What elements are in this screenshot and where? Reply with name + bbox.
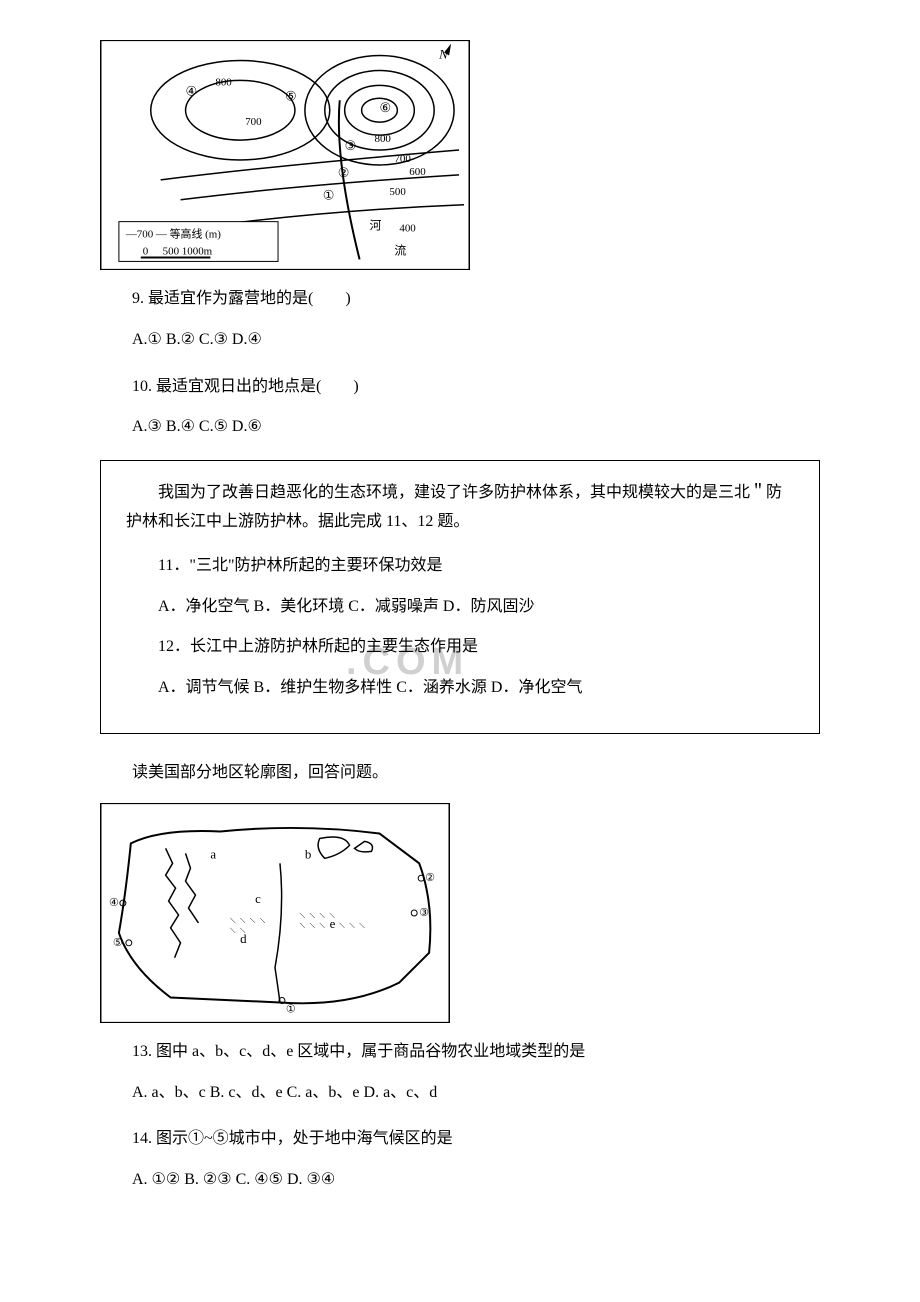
svg-text:③: ③ xyxy=(419,907,429,919)
svg-text:0: 0 xyxy=(143,245,149,257)
question-9: 9. 最适宜作为露营地的是( ) xyxy=(100,285,820,314)
question-9-choices: A.① B.② C.③ D.④ xyxy=(100,326,820,355)
usa-map-image: a b c d e ① ② ③ ④ ⑤ xyxy=(100,803,450,1023)
svg-text:④: ④ xyxy=(186,83,198,98)
svg-text:⑥: ⑥ xyxy=(379,100,391,115)
question-11-choices: A．净化空气 B．美化环境 C．减弱噪声 D．防风固沙 xyxy=(126,593,794,622)
svg-text:①: ① xyxy=(323,188,335,203)
svg-text:⑤: ⑤ xyxy=(285,88,297,103)
question-13-choices: A. a、b、c B. c、d、e C. a、b、e D. a、c、d xyxy=(100,1079,820,1108)
svg-text:500 1000m: 500 1000m xyxy=(163,245,213,257)
question-12-choices: A．调节气候 B．维护生物多样性 C．涵养水源 D．净化空气 xyxy=(126,674,794,703)
svg-text:⑤: ⑤ xyxy=(113,937,123,949)
svg-text:500: 500 xyxy=(389,186,406,198)
svg-text:c: c xyxy=(255,891,261,906)
svg-text:700: 700 xyxy=(245,116,262,128)
svg-text:b: b xyxy=(305,846,311,861)
svg-text:a: a xyxy=(210,846,216,861)
svg-text:流: 流 xyxy=(394,243,406,257)
question-14-choices: A. ①② B. ②③ C. ④⑤ D. ③④ xyxy=(100,1166,820,1195)
svg-text:400: 400 xyxy=(399,223,416,235)
question-13: 13. 图中 a、b、c、d、e 区域中，属于商品谷物农业地域类型的是 xyxy=(100,1038,820,1067)
svg-text:700: 700 xyxy=(394,153,411,165)
svg-text:①: ① xyxy=(286,1003,296,1015)
svg-text:河: 河 xyxy=(370,219,382,233)
svg-text:④: ④ xyxy=(109,897,119,909)
question-10-choices: A.③ B.④ C.⑤ D.⑥ xyxy=(100,413,820,442)
svg-text:800: 800 xyxy=(375,133,392,145)
boxed-intro: 我国为了改善日趋恶化的生态环境，建设了许多防护林体系，其中规模较大的是三北＂防护… xyxy=(126,479,794,537)
question-12: 12．长江中上游防护林所起的主要生态作用是 xyxy=(126,633,794,662)
question-14: 14. 图示①~⑤城市中，处于地中海气候区的是 xyxy=(100,1125,820,1154)
svg-text:e: e xyxy=(330,916,336,931)
boxed-passage: 我国为了改善日趋恶化的生态环境，建设了许多防护林体系，其中规模较大的是三北＂防护… xyxy=(100,460,820,734)
svg-text:②: ② xyxy=(425,872,435,884)
svg-text:②: ② xyxy=(338,165,350,180)
svg-text:③: ③ xyxy=(345,138,357,153)
svg-text:—700 — 等高线 (m): —700 — 等高线 (m) xyxy=(125,227,221,241)
svg-text:d: d xyxy=(240,931,247,946)
question-10: 10. 最适宜观日出的地点是( ) xyxy=(100,373,820,402)
svg-text:600: 600 xyxy=(409,166,426,178)
question-11: 11．"三北"防护林所起的主要环保功效是 xyxy=(126,552,794,581)
svg-text:800: 800 xyxy=(215,76,232,88)
contour-map-image: ④ 800 ⑤ 700 ⑥ 800 700 ③ 600 ② 500 ① 400 … xyxy=(100,40,470,270)
usa-intro: 读美国部分地区轮廓图，回答问题。 xyxy=(100,759,820,788)
